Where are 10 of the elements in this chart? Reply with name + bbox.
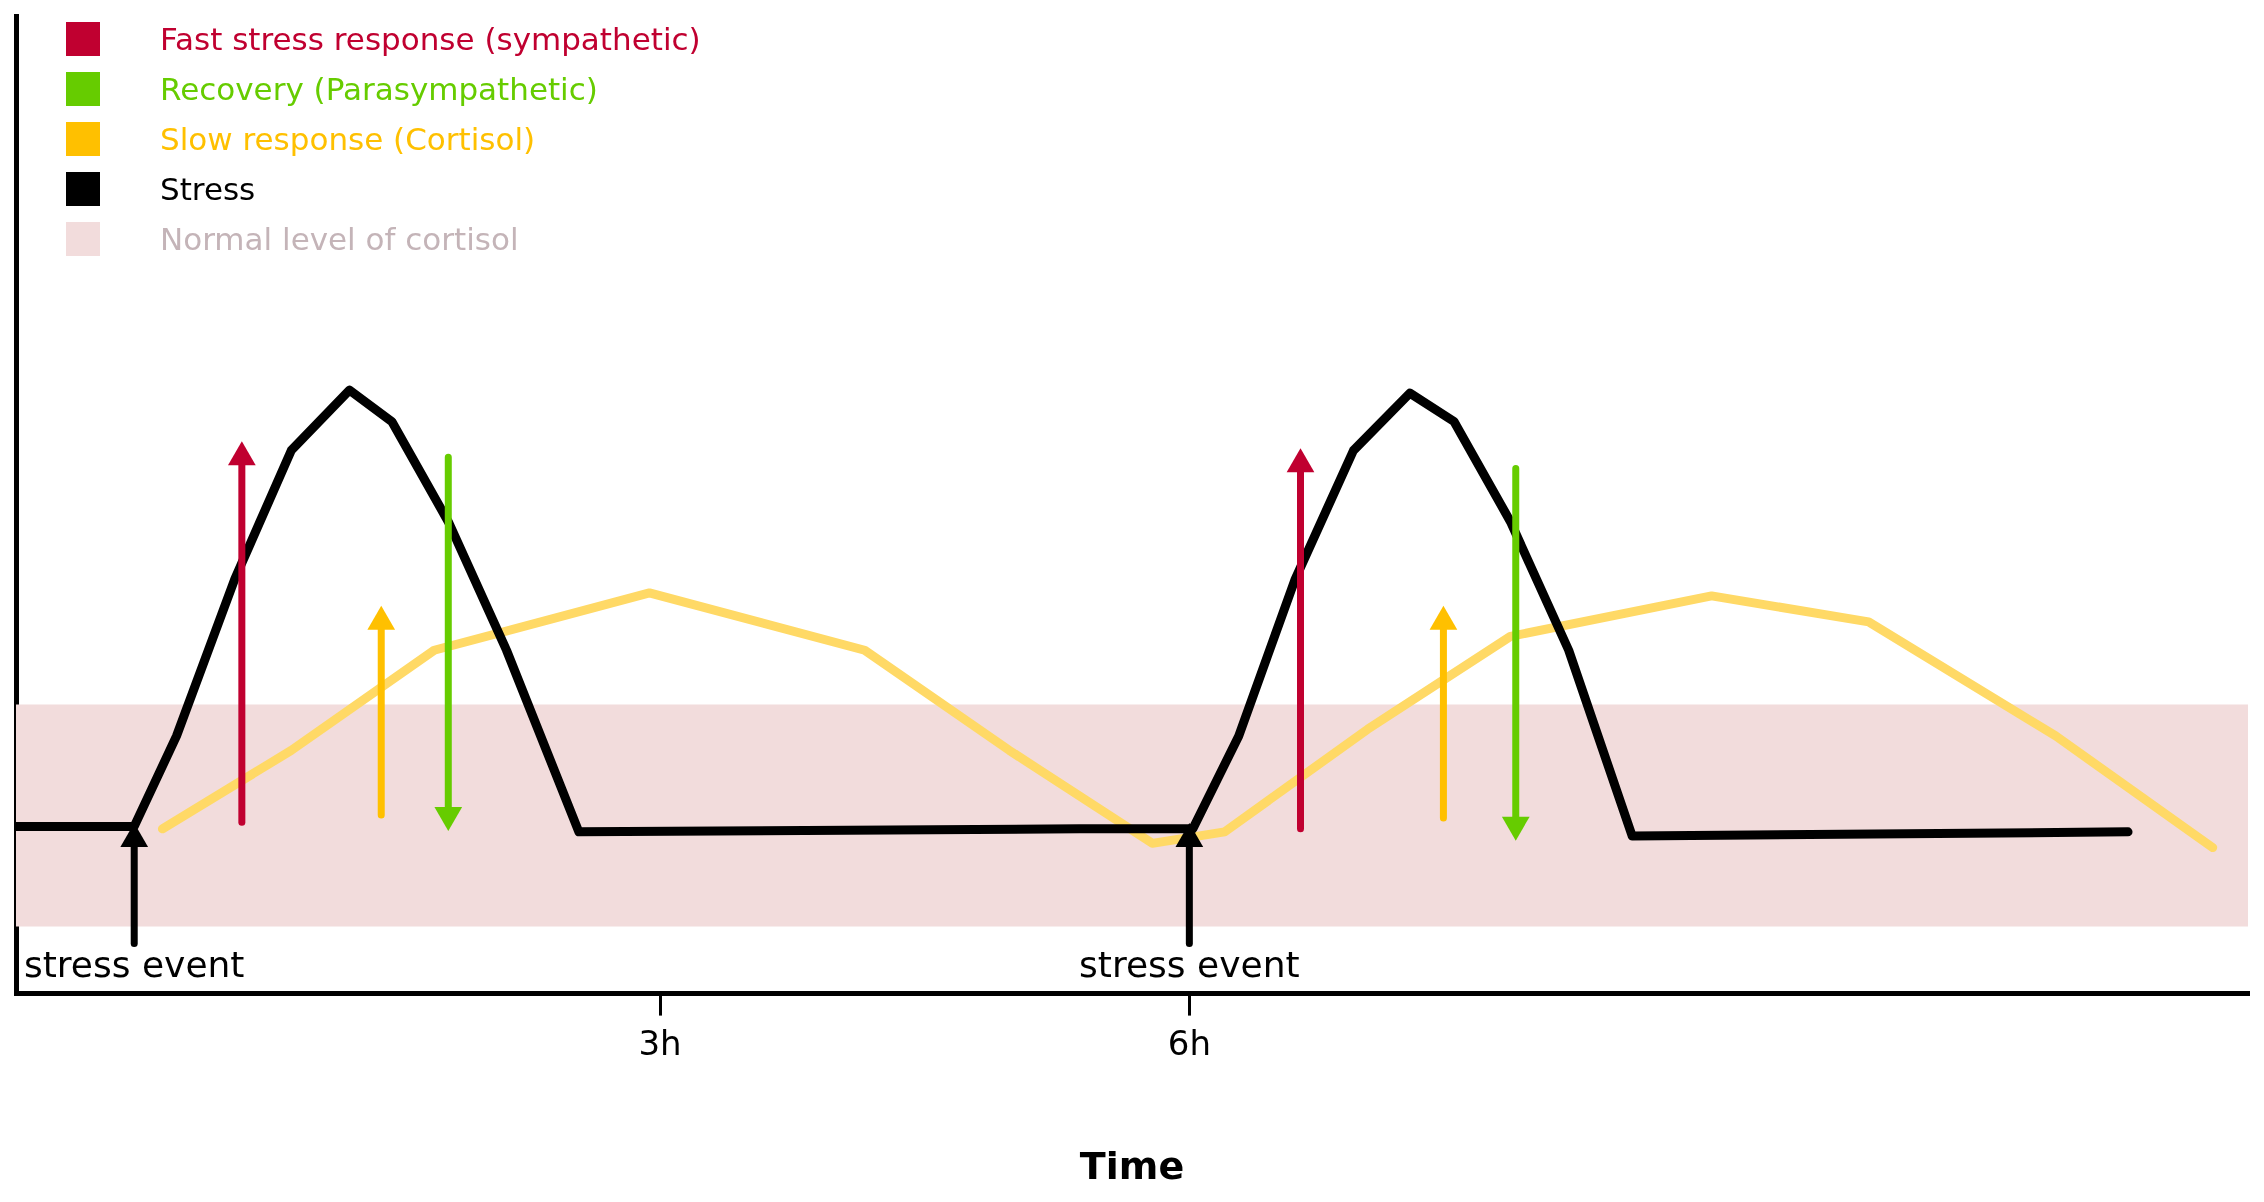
x-tick-label: 6h: [1167, 1022, 1211, 1063]
x-axis-title: Time: [1079, 1144, 1185, 1189]
legend-label: Fast stress response (sympathetic): [160, 21, 701, 57]
legend-label: Slow response (Cortisol): [160, 121, 536, 157]
legend-label: Stress: [160, 171, 256, 207]
annotation: stress event: [23, 943, 245, 985]
annotation: stress event: [1079, 943, 1300, 985]
x-tick-label: 3h: [638, 1022, 682, 1063]
legend-label: Normal level of cortisol: [160, 221, 519, 257]
legend-label: Recovery (Parasympathetic): [160, 71, 598, 107]
